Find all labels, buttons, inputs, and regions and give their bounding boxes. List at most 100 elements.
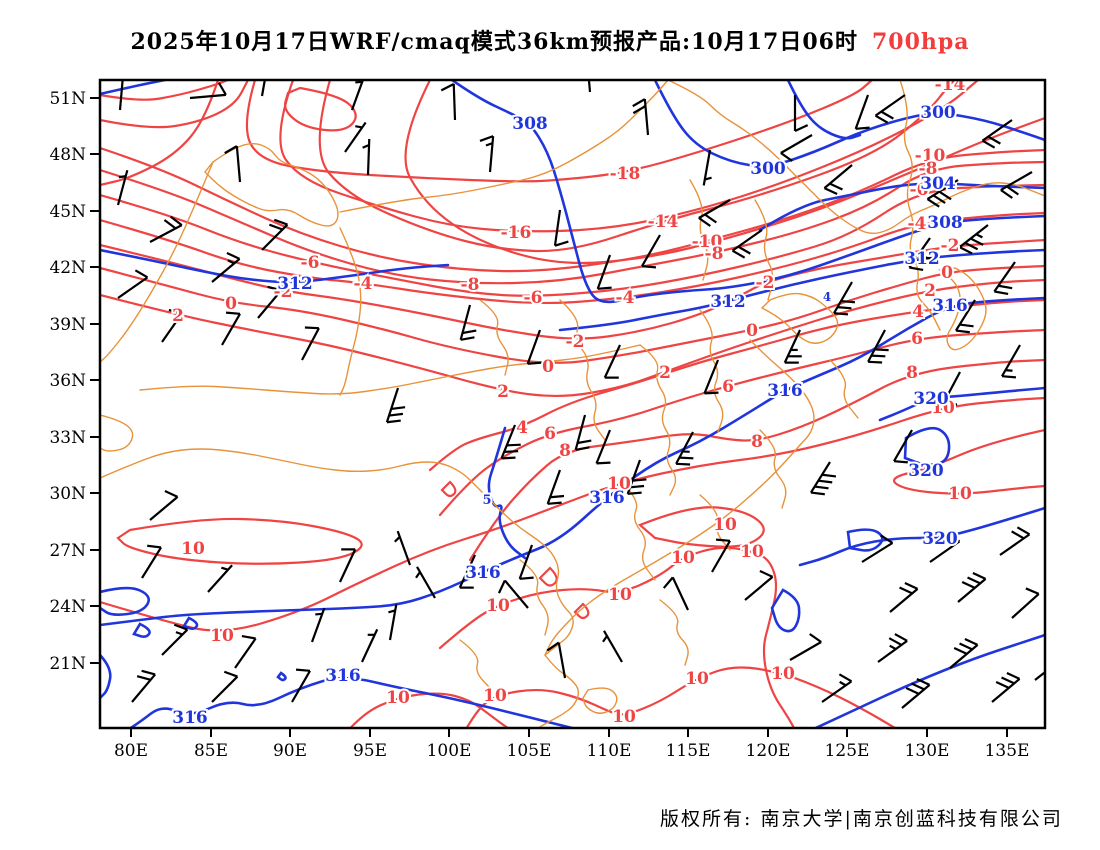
wind-barb (479, 135, 495, 173)
wind-barb (361, 628, 379, 663)
wind-barb (861, 534, 894, 563)
wind-barb (901, 677, 931, 709)
wind-barb (526, 329, 542, 365)
wind-barb (587, 80, 592, 93)
height-contour (182, 616, 199, 631)
height-label: 312 (904, 249, 940, 269)
height-contour (558, 248, 1045, 332)
lon-tick-label: 95E (353, 741, 387, 761)
map-boundary (459, 639, 491, 689)
wind-barb (711, 538, 731, 573)
temperature-label: 10 (386, 688, 410, 708)
temperature-contour (573, 602, 590, 620)
map-boundary (204, 143, 339, 227)
wind-barb (632, 98, 650, 136)
height-label: 300 (920, 103, 956, 123)
copyright-footer: 版权所有: 南京大学|南京创蓝科技有限公司 (660, 804, 1063, 831)
wind-barb (698, 199, 731, 227)
temperature-label: 8 (751, 432, 763, 452)
wind-barb (221, 311, 241, 346)
temperature-label: -8 (461, 275, 480, 295)
wind-barb (780, 134, 813, 162)
map-boundary (619, 479, 656, 581)
height-label: 312 (710, 292, 746, 312)
temperature-label: -4 (354, 274, 373, 294)
temperature-contour (468, 358, 1045, 562)
temperature-label: -4 (908, 214, 927, 234)
wind-barb (291, 668, 311, 703)
wind-barb (783, 329, 802, 364)
temperature-label: -8 (919, 159, 938, 179)
wind-barb (574, 414, 592, 451)
lon-tick-label: 80E (114, 741, 148, 761)
temperature-label: 2 (924, 281, 936, 301)
height-label: 320 (913, 389, 949, 409)
temperature-contour (318, 80, 957, 253)
temperature-contour (100, 183, 1045, 297)
temperature-label: 10 (612, 707, 636, 727)
wind-barb (500, 424, 521, 460)
lat-tick-label: 51N (49, 89, 86, 109)
temperature-contour (538, 566, 558, 587)
temperature-contour (348, 692, 510, 728)
height-label: 300 (750, 159, 786, 179)
map-boundary (519, 559, 549, 636)
wind-barb (211, 251, 241, 283)
temperature-contour (100, 278, 1045, 398)
wind-barb (991, 671, 1021, 703)
height-label: 320 (908, 461, 944, 481)
height-label: 320 (922, 529, 958, 549)
height-label: 4 (823, 290, 831, 304)
temperature-label: 10 (607, 474, 631, 494)
map-boundary (559, 299, 606, 441)
map-boundary (100, 414, 134, 452)
map-boundary (659, 599, 689, 666)
wind-barb (546, 641, 567, 679)
wind-barb (257, 285, 282, 319)
wind-barb (908, 237, 932, 272)
temperature-label: 10 (181, 539, 205, 559)
map-boundary (100, 161, 214, 363)
wind-barb (394, 530, 412, 566)
map-boundary (667, 80, 1045, 235)
wind-barb (889, 581, 919, 613)
wind-barb (117, 269, 149, 299)
wind-barb (440, 83, 457, 121)
wind-barb (261, 218, 289, 251)
height-contour (276, 671, 287, 682)
temperature-contour (100, 211, 1045, 305)
height-contour (100, 80, 167, 96)
wind-barb (874, 94, 906, 124)
wind-barb (793, 95, 809, 132)
temperature-contour (465, 666, 897, 728)
lon-tick-label: 115E (666, 741, 711, 761)
map-boundary (339, 80, 669, 213)
wind-barb (260, 80, 266, 97)
pressure-level-label: 700hpa (871, 29, 970, 55)
temperature-label: -18 (610, 164, 641, 184)
temperature-label: 0 (746, 321, 758, 341)
lon-tick-label: 110E (587, 741, 632, 761)
lon-tick-label: 135E (985, 741, 1030, 761)
lat-tick-label: 48N (49, 145, 86, 165)
wind-barb (1011, 587, 1040, 619)
wind-barb (809, 461, 837, 496)
wind-barb (1034, 656, 1045, 681)
wind-barb (546, 469, 565, 505)
temperature-label: -8 (705, 244, 724, 264)
temperature-label: 2 (659, 363, 671, 383)
wind-barb (958, 224, 989, 255)
wind-barb (703, 359, 720, 395)
wind-barb (234, 634, 257, 669)
lat-tick-label: 36N (49, 371, 86, 391)
lat-tick-label: 45N (49, 202, 86, 222)
wind-barb (626, 459, 647, 495)
wind-barb (1001, 344, 1021, 379)
wind-barb (675, 431, 694, 466)
map-boundary (699, 309, 724, 433)
lon-tick-label: 90E (273, 741, 307, 761)
temperature-label: -2 (756, 273, 775, 293)
wind-barb (662, 576, 689, 611)
height-label: 316 (767, 381, 803, 401)
map-boundary (582, 687, 618, 714)
